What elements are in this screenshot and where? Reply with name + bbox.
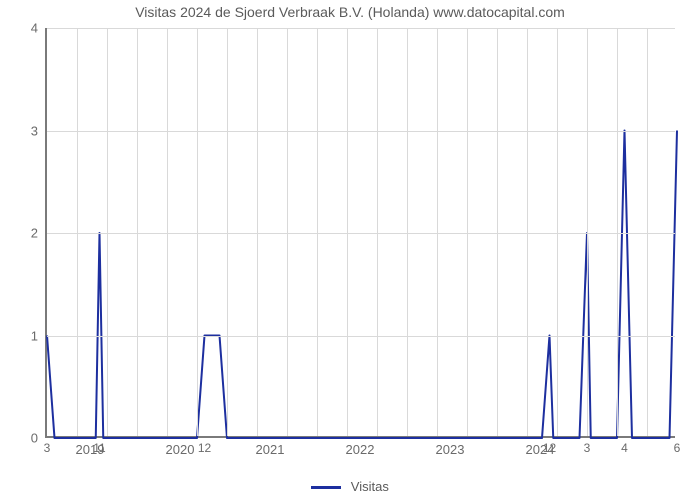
- y-tick-label: 4: [0, 21, 38, 36]
- grid-h: [47, 336, 675, 337]
- grid-v: [467, 28, 468, 436]
- x-tick-label: 2023: [436, 442, 465, 457]
- grid-h: [47, 131, 675, 132]
- grid-v: [527, 28, 528, 436]
- legend: Visitas: [0, 479, 700, 494]
- series-svg: 3111212346: [47, 28, 675, 436]
- y-tick-label: 2: [0, 226, 38, 241]
- grid-v: [617, 28, 618, 436]
- grid-v: [407, 28, 408, 436]
- plot-area: 3111212346: [45, 28, 675, 438]
- value-label: 3: [584, 441, 591, 455]
- grid-h: [47, 28, 675, 29]
- grid-v: [317, 28, 318, 436]
- x-tick-label: 2020: [166, 442, 195, 457]
- x-tick-label: 2021: [256, 442, 285, 457]
- grid-v: [227, 28, 228, 436]
- value-label: 3: [44, 441, 51, 455]
- grid-v: [137, 28, 138, 436]
- legend-swatch: [311, 486, 341, 489]
- x-tick-label: 2022: [346, 442, 375, 457]
- grid-v: [347, 28, 348, 436]
- grid-v: [167, 28, 168, 436]
- grid-v: [437, 28, 438, 436]
- grid-h: [47, 233, 675, 234]
- grid-v: [77, 28, 78, 436]
- grid-v: [587, 28, 588, 436]
- legend-label: Visitas: [351, 479, 389, 494]
- grid-v: [197, 28, 198, 436]
- value-label: 6: [674, 441, 681, 455]
- y-tick-label: 3: [0, 123, 38, 138]
- grid-v: [107, 28, 108, 436]
- grid-v: [257, 28, 258, 436]
- grid-v: [287, 28, 288, 436]
- grid-v: [557, 28, 558, 436]
- grid-v: [377, 28, 378, 436]
- x-tick-label: 2019: [76, 442, 105, 457]
- chart-container: Visitas 2024 de Sjoerd Verbraak B.V. (Ho…: [0, 0, 700, 500]
- grid-v: [647, 28, 648, 436]
- value-label: 12: [198, 441, 212, 455]
- chart-title: Visitas 2024 de Sjoerd Verbraak B.V. (Ho…: [0, 4, 700, 20]
- y-tick-label: 1: [0, 328, 38, 343]
- grid-v: [497, 28, 498, 436]
- x-tick-label: 2024: [526, 442, 555, 457]
- value-label: 4: [621, 441, 628, 455]
- y-tick-label: 0: [0, 431, 38, 446]
- series-line: [47, 131, 677, 439]
